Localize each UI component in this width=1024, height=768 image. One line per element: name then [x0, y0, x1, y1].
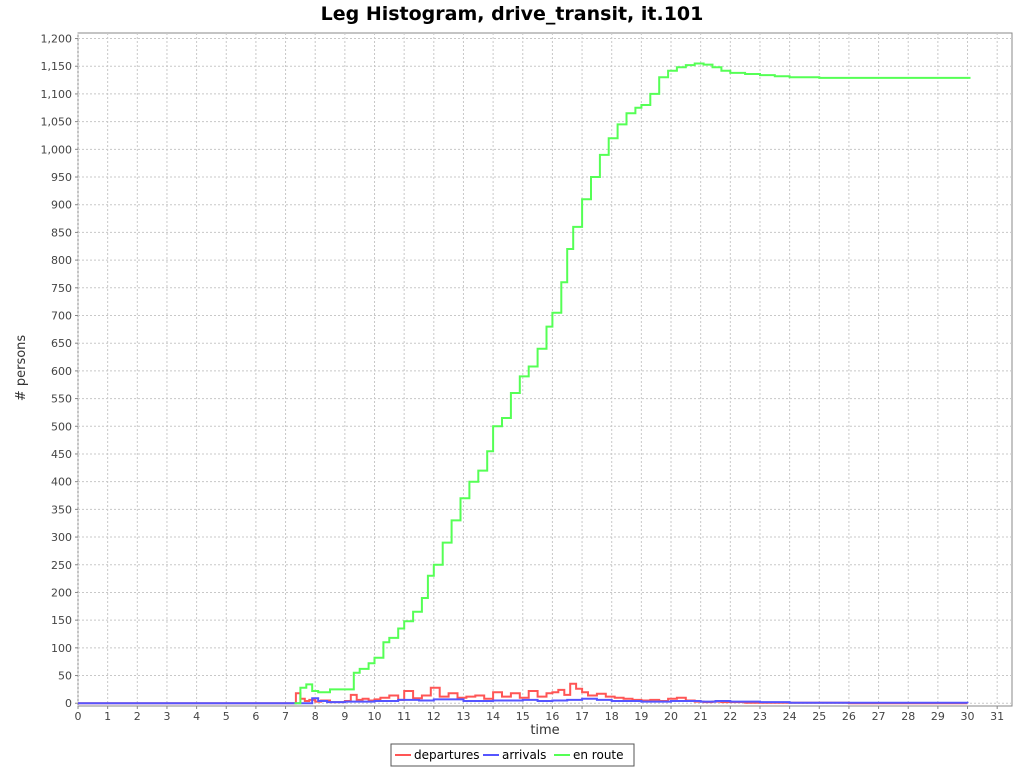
series-line-en-route: [294, 62, 971, 705]
y-axis-label: # persons: [14, 335, 29, 402]
y-tick-label: 1,200: [41, 33, 73, 46]
x-tick-label: 22: [723, 710, 737, 723]
x-tick-label: 10: [368, 710, 382, 723]
x-tick-label: 28: [901, 710, 915, 723]
grid: [77, 33, 1012, 706]
y-tick-label: 150: [51, 614, 72, 627]
series-line-arrivals: [78, 697, 969, 705]
x-tick-label: 1: [104, 710, 111, 723]
x-tick-label: 24: [783, 710, 797, 723]
x-tick-label: 25: [812, 710, 826, 723]
y-tick-label: 200: [51, 586, 72, 599]
y-tick-label: 350: [51, 503, 72, 516]
x-tick-label: 19: [634, 710, 648, 723]
y-tick-label: 100: [51, 642, 72, 655]
y-tick-label: 900: [51, 199, 72, 212]
y-tick-label: 950: [51, 171, 72, 184]
x-tick-label: 31: [990, 710, 1004, 723]
x-axis-label: time: [530, 723, 559, 738]
y-tick-label: 1,150: [41, 60, 73, 73]
series-line-departures: [78, 682, 968, 705]
axes: 0 1 2 3 4 5 6 7 8 9 10 11 12 13 14 15 16 17 18 19 20 21 22 23 24…: [41, 33, 1005, 723]
y-tick-label: 450: [51, 448, 72, 461]
x-tick-label: 30: [961, 710, 975, 723]
x-tick-label: 13: [456, 710, 470, 723]
series-layer: [78, 62, 971, 705]
y-tick-label: 650: [51, 337, 72, 350]
y-tick-label: 500: [51, 420, 72, 433]
y-tick-label: 300: [51, 531, 72, 544]
y-tick-label: 600: [51, 365, 72, 378]
y-tick-label: 50: [58, 670, 72, 683]
y-tick-label: 1,050: [41, 116, 73, 129]
x-tick-label: 9: [341, 710, 348, 723]
x-tick-label: 20: [664, 710, 678, 723]
chart-title: Leg Histogram, drive_transit, it.101: [321, 3, 704, 25]
x-tick-label: 3: [163, 710, 170, 723]
x-tick-label: 4: [193, 710, 200, 723]
x-tick-label: 7: [282, 710, 289, 723]
plot-area: [77, 32, 1013, 707]
x-tick-label: 11: [397, 710, 411, 723]
y-tick-label: 400: [51, 476, 72, 489]
x-tick-label: 0: [75, 710, 82, 723]
y-tick-label: 1,000: [41, 143, 73, 156]
y-tick-label: 800: [51, 254, 72, 267]
x-tick-label: 18: [605, 710, 619, 723]
x-tick-label: 21: [694, 710, 708, 723]
x-tick-label: 14: [486, 710, 500, 723]
y-tick-label: 700: [51, 309, 72, 322]
y-tick-label: 250: [51, 559, 72, 572]
y-tick-label: 1,100: [41, 88, 73, 101]
x-tick-label: 16: [545, 710, 559, 723]
y-tick-label: 550: [51, 393, 72, 406]
x-tick-label: 23: [753, 710, 767, 723]
legend-label-arrivals: arrivals: [502, 748, 546, 762]
x-tick-label: 26: [842, 710, 856, 723]
y-tick-label: 850: [51, 226, 72, 239]
x-tick-label: 6: [252, 710, 259, 723]
y-tick-label: 750: [51, 282, 72, 295]
x-tick-label: 8: [312, 710, 319, 723]
legend-box: [390, 743, 635, 767]
x-tick-label: 17: [575, 710, 589, 723]
legend-label-departures: departures: [414, 748, 480, 762]
legend: departures arrivals en route: [390, 743, 635, 767]
x-tick-label: 5: [223, 710, 230, 723]
y-tick-label: 0: [65, 697, 72, 710]
x-tick-label: 12: [427, 710, 441, 723]
x-tick-label: 29: [931, 710, 945, 723]
legend-label-en-route: en route: [573, 748, 624, 762]
x-tick-label: 27: [872, 710, 886, 723]
x-tick-label: 15: [516, 710, 530, 723]
x-tick-label: 2: [134, 710, 141, 723]
